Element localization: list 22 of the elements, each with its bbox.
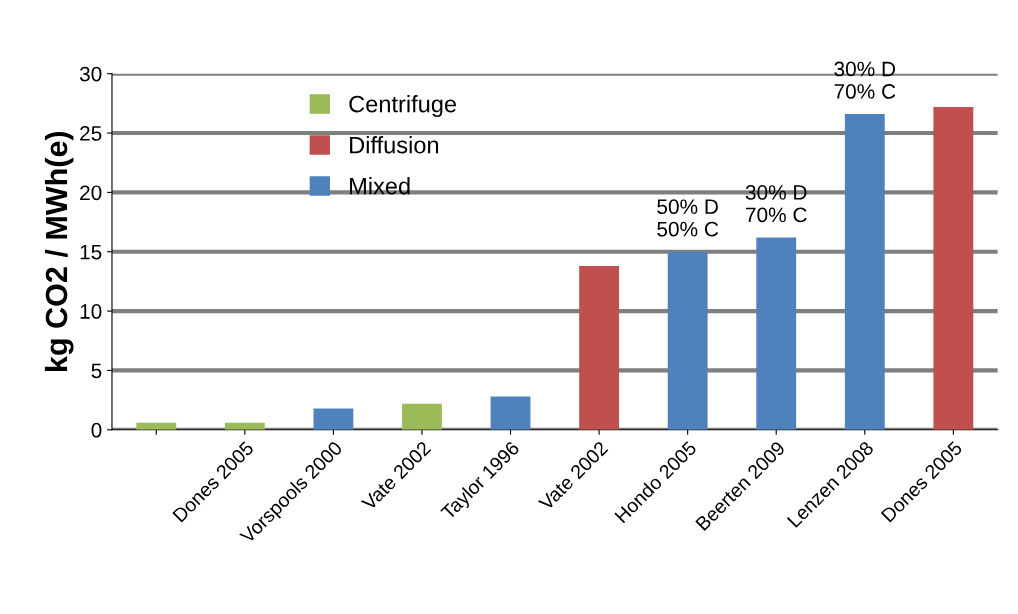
legend-label: Mixed — [350, 177, 410, 195]
y-tick-label: 30 — [79, 66, 102, 82]
annotation: 50% D 50% C — [657, 199, 719, 237]
y-tick-label: 15 — [80, 244, 102, 260]
annotation: 30% D 70% C — [745, 185, 807, 223]
annotation: 30% D 70% C — [834, 61, 896, 99]
y-tick-label: 20 — [80, 185, 102, 201]
legend-label: Diffusion — [350, 136, 439, 154]
bar — [844, 114, 885, 430]
bar — [490, 396, 531, 430]
bar — [933, 106, 974, 430]
y-tick-label: 5 — [91, 363, 102, 379]
bar — [402, 403, 442, 430]
y-tick-label: 10 — [80, 304, 102, 319]
legend-label: Centrifuge — [349, 95, 457, 118]
y-tick-label: 0 — [91, 422, 102, 438]
bar — [313, 408, 354, 430]
y-axis-title: kg CO2 / MWh(e) — [44, 131, 74, 371]
y-tick-label: 25 — [80, 126, 102, 141]
bar — [579, 265, 620, 430]
bar — [667, 251, 708, 430]
bar — [756, 237, 797, 430]
